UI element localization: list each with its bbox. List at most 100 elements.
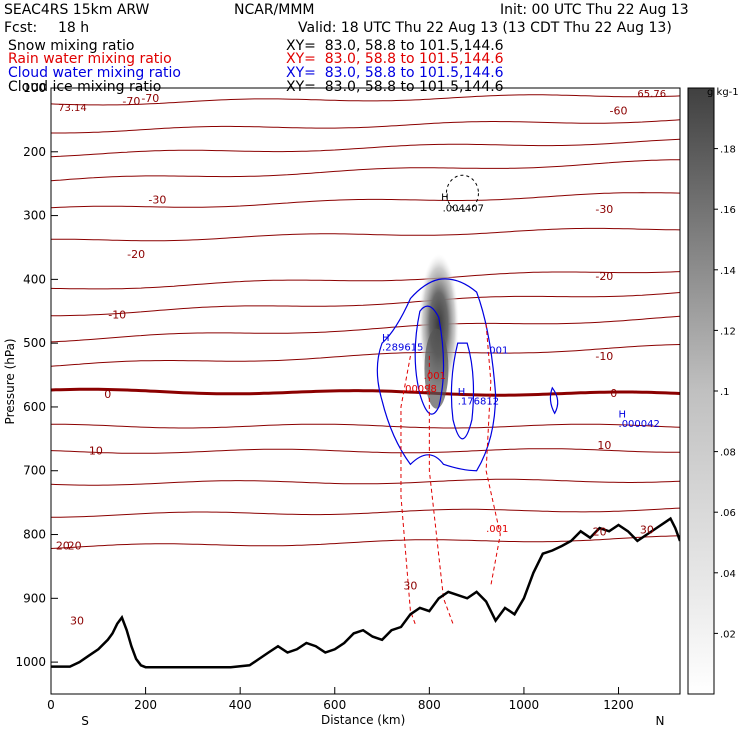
isotherm-label: 10 <box>89 444 103 457</box>
field-snow-name: Snow mixing ratio <box>8 38 135 54</box>
annotation-label: .000042 <box>619 419 660 430</box>
center-title: NCAR/MMM <box>234 2 315 18</box>
colorbar-tick-label: .02 <box>720 629 736 640</box>
colorbar-unit: g kg-1 <box>707 87 739 98</box>
isotherm-label: -70 <box>141 92 159 105</box>
cloud-water-contour <box>450 342 475 440</box>
colorbar-tick-label: .08 <box>720 448 736 459</box>
colorbar-tick-label: .16 <box>720 205 736 216</box>
colorbar-tick-label: .1 <box>720 387 730 398</box>
isotherm-label: 20 <box>593 525 607 538</box>
isotherm-line <box>51 478 680 486</box>
annotation-label: H <box>619 409 627 420</box>
isotherm-lines <box>51 94 680 549</box>
field-cloudice-name: Cloud ice mixing ratio <box>8 79 162 95</box>
field-snow-xy: XY= 83.0, 58.8 to 101.5,144.6 <box>286 38 504 54</box>
cloud-ice-contour <box>445 174 479 212</box>
y-tick-label: 900 <box>23 591 46 605</box>
fcst-label: Fcst: <box>4 20 38 36</box>
annotation-label: 65.76 <box>637 89 666 100</box>
x-tick-label: 200 <box>134 698 157 712</box>
annotation-label: .004407 <box>443 203 484 214</box>
y-tick-label: 200 <box>23 145 46 159</box>
colorbar-ticks: g kg-1 .02 .04 .06 .08 .1 .12 .14 .16 .18 <box>707 87 739 640</box>
x-tick-label: 1200 <box>603 698 634 712</box>
isotherm-line <box>51 271 680 290</box>
isotherm-label: -70 <box>122 95 140 108</box>
colorbar-tick-label: .18 <box>720 145 736 156</box>
y-tick-label: 600 <box>23 400 46 414</box>
valid-time: Valid: 18 UTC Thu 22 Aug 13 (13 CDT Thu … <box>298 20 672 36</box>
field-cloudwater-name: Cloud water mixing ratio <box>8 65 181 81</box>
isotherm-label: -10 <box>595 350 613 363</box>
isotherm-label: -30 <box>148 194 166 207</box>
y-tick-label: 800 <box>23 528 46 542</box>
isotherm-line <box>51 315 680 343</box>
isotherm-label: 30 <box>403 580 417 593</box>
rain-contour <box>485 323 501 586</box>
isotherm-line <box>51 507 680 518</box>
x-tick-label: 600 <box>323 698 346 712</box>
field-rain-xy: XY= 83.0, 58.8 to 101.5,144.6 <box>286 51 504 67</box>
y-tick-label: 400 <box>23 272 46 286</box>
isotherm-label: 30 <box>640 523 654 536</box>
rain-contour <box>400 355 416 625</box>
field-rain-name: Rain water mixing ratio <box>8 51 172 67</box>
x-axis-title: Distance (km) <box>321 713 405 727</box>
isotherm-line <box>51 344 680 367</box>
isotherm-line <box>51 448 680 454</box>
annotation-label: 73.14 <box>58 103 87 114</box>
snow-core-dense <box>424 328 449 409</box>
y-tick-label: 1000 <box>15 655 46 669</box>
colorbar-tick-label: .12 <box>720 326 736 337</box>
x-tick-label: 0 <box>47 698 55 712</box>
x-tick-label: 400 <box>229 698 252 712</box>
annotation-label: H <box>458 387 466 398</box>
isotherm-line <box>51 423 680 429</box>
annotation-label: H <box>382 333 390 344</box>
plot-frame <box>50 87 681 695</box>
isotherm-label: 10 <box>597 439 611 452</box>
annotation-label: .001 <box>486 524 508 535</box>
y-top-label: 100 <box>23 81 46 95</box>
endpoint-left: S <box>81 714 89 728</box>
annotation-label: .176812 <box>458 397 499 408</box>
isotherm-label: -30 <box>595 203 613 216</box>
isotherm-label: 20 <box>68 539 82 552</box>
annotation-label: .001 <box>424 371 446 382</box>
colorbar <box>687 87 715 695</box>
isotherm-line <box>51 227 680 242</box>
isotherm-label: 20 <box>56 539 70 552</box>
isotherm-line <box>51 387 680 397</box>
x-tick-label: 1000 <box>509 698 540 712</box>
colorbar-tick-label: .04 <box>720 569 736 580</box>
cloud-water-contour <box>376 278 497 472</box>
cloud-water-contour <box>414 305 445 415</box>
terrain-profile <box>51 516 680 669</box>
isotherm-line <box>51 292 680 317</box>
cloud-water-contours <box>376 278 559 472</box>
rain-contour <box>428 355 454 625</box>
y-tick-label: 500 <box>23 336 46 350</box>
x-tick-label: 800 <box>418 698 441 712</box>
init-time: Init: 00 UTC Thu 22 Aug 13 <box>500 2 689 18</box>
annotation-label: H <box>441 192 449 203</box>
colorbar-tick-label: .06 <box>720 508 736 519</box>
field-cloudice-xy: XY= 83.0, 58.8 to 101.5,144.6 <box>286 79 504 95</box>
annotation-label: .289615 <box>382 342 423 353</box>
isotherm-label: 30 <box>70 615 84 628</box>
y-tick-label: 700 <box>23 464 46 478</box>
isotherm-line <box>51 94 680 106</box>
y-axis-title: Pressure (hPa) <box>3 338 17 424</box>
isotherm-label: -20 <box>595 270 613 283</box>
axes: 0 200 400 600 800 1000 12002003004005006007008… <box>3 81 664 728</box>
rain-contours <box>400 174 501 625</box>
isotherm-line <box>51 535 680 549</box>
isotherm-line <box>51 138 680 158</box>
isotherm-label: 0 <box>104 388 111 401</box>
isotherm-label: -20 <box>127 248 145 261</box>
isotherm-line <box>51 119 680 134</box>
field-cloudwater-xy: XY= 83.0, 58.8 to 101.5,144.6 <box>286 65 504 81</box>
colorbar-tick-label: .14 <box>720 266 736 277</box>
